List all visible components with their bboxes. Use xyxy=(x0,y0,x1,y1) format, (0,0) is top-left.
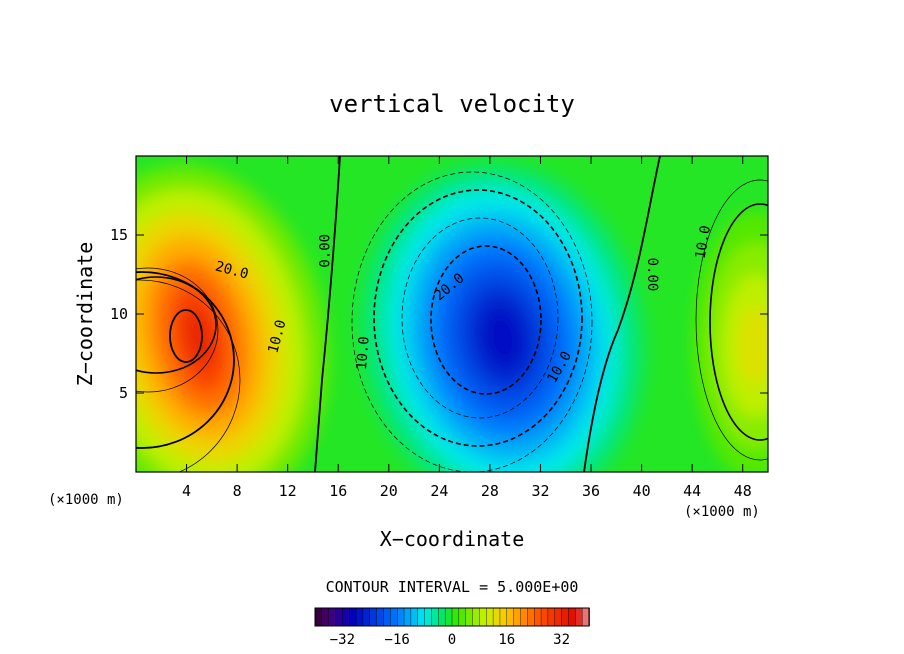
x-tick-label: 44 xyxy=(683,482,701,500)
colorbar-bin xyxy=(349,607,357,627)
chart-title: vertical velocity xyxy=(329,90,575,118)
y-axis-ticks: 5 10 15 xyxy=(110,226,768,402)
x-tick-label: 48 xyxy=(734,482,752,500)
colorbar-bin xyxy=(376,607,385,627)
colorbar-bin xyxy=(321,607,330,627)
colorbar-bin xyxy=(431,607,440,627)
contour-label: 10.0 xyxy=(354,336,373,371)
colorbar-bin xyxy=(520,607,529,627)
colorbar-bin xyxy=(534,607,542,627)
colorbar-frame xyxy=(314,607,590,627)
colorbar-bin xyxy=(581,607,590,627)
y-tick-label: 15 xyxy=(110,226,128,244)
x-tick-label: 32 xyxy=(531,482,549,500)
colorbar-bin xyxy=(575,607,583,627)
x-axis-label: X−coordinate xyxy=(380,527,525,551)
x-tick-label: 28 xyxy=(481,482,499,500)
colorbar-tick-label: −32 xyxy=(330,632,355,648)
contour-label: 10.0 xyxy=(693,224,715,260)
colorbar-bin xyxy=(568,607,577,627)
contour-label: 0.00 xyxy=(644,258,660,292)
colorbar-bin xyxy=(403,607,412,627)
y-axis-label: Z−coordinate xyxy=(73,242,97,387)
contour-interval-text: CONTOUR INTERVAL = 5.000E+00 xyxy=(326,578,579,596)
y-tick-label: 5 xyxy=(119,384,128,402)
colorbar-bin xyxy=(369,607,378,627)
colorbar-bin xyxy=(561,607,570,627)
x-unit-label-left: (×1000 m) xyxy=(48,492,124,508)
colorbar-bin xyxy=(342,607,351,627)
contour-lines xyxy=(136,156,768,472)
colorbar-bin xyxy=(465,607,474,627)
colorbar-bin xyxy=(540,607,549,627)
colorbar-bin xyxy=(417,607,426,627)
colorbar-tick-label: 16 xyxy=(498,632,515,648)
x-tick-label: 20 xyxy=(380,482,398,500)
x-tick-label: 36 xyxy=(582,482,600,500)
colorbar-bin xyxy=(424,607,433,627)
x-tick-label: 40 xyxy=(633,482,651,500)
colorbar-bin xyxy=(328,607,337,627)
x-tick-label: 24 xyxy=(430,482,448,500)
colorbar-bin xyxy=(362,607,371,627)
colorbar: −32 −16 0 16 32 xyxy=(314,607,590,648)
colorbar-bin xyxy=(492,607,501,627)
x-tick-label: 12 xyxy=(279,482,297,500)
colorbar-bin xyxy=(335,607,344,627)
colorbar-tick-label: 0 xyxy=(448,632,456,648)
colorbar-bin xyxy=(527,607,535,627)
colorbar-bin xyxy=(554,607,563,627)
colorbar-bin xyxy=(397,607,405,627)
colorbar-bin xyxy=(479,607,488,627)
x-tick-label: 8 xyxy=(233,482,242,500)
colorbar-bin xyxy=(472,607,481,627)
colorbar-bin xyxy=(444,607,453,627)
colorbar-bin xyxy=(547,607,556,627)
colorbar-bin xyxy=(513,607,522,627)
x-axis-ticks: 4 8 12 16 20 24 28 32 36 40 44 48 xyxy=(182,156,752,500)
colorbar-bin xyxy=(458,607,467,627)
x-tick-label: 4 xyxy=(182,482,191,500)
x-tick-label: 16 xyxy=(329,482,347,500)
colorbar-bin xyxy=(451,607,460,627)
colorbar-bin xyxy=(438,607,446,627)
colorbar-bin xyxy=(486,607,494,627)
colorbar-bin xyxy=(410,607,419,627)
colorbar-bin xyxy=(355,607,364,627)
colorbar-bin xyxy=(390,607,399,627)
colorbar-tick-label: 32 xyxy=(553,632,570,648)
x-unit-label-right: (×1000 m) xyxy=(684,504,760,520)
colorbar-bin xyxy=(314,607,323,627)
updraft-right-region xyxy=(692,211,768,472)
y-tick-label: 10 xyxy=(110,305,128,323)
colorbar-tick-label: −16 xyxy=(385,632,410,648)
colorbar-bin xyxy=(383,607,392,627)
contour-label: 0.00 xyxy=(317,234,333,268)
colorbar-bin xyxy=(499,607,508,627)
colorbar-bin xyxy=(506,607,515,627)
